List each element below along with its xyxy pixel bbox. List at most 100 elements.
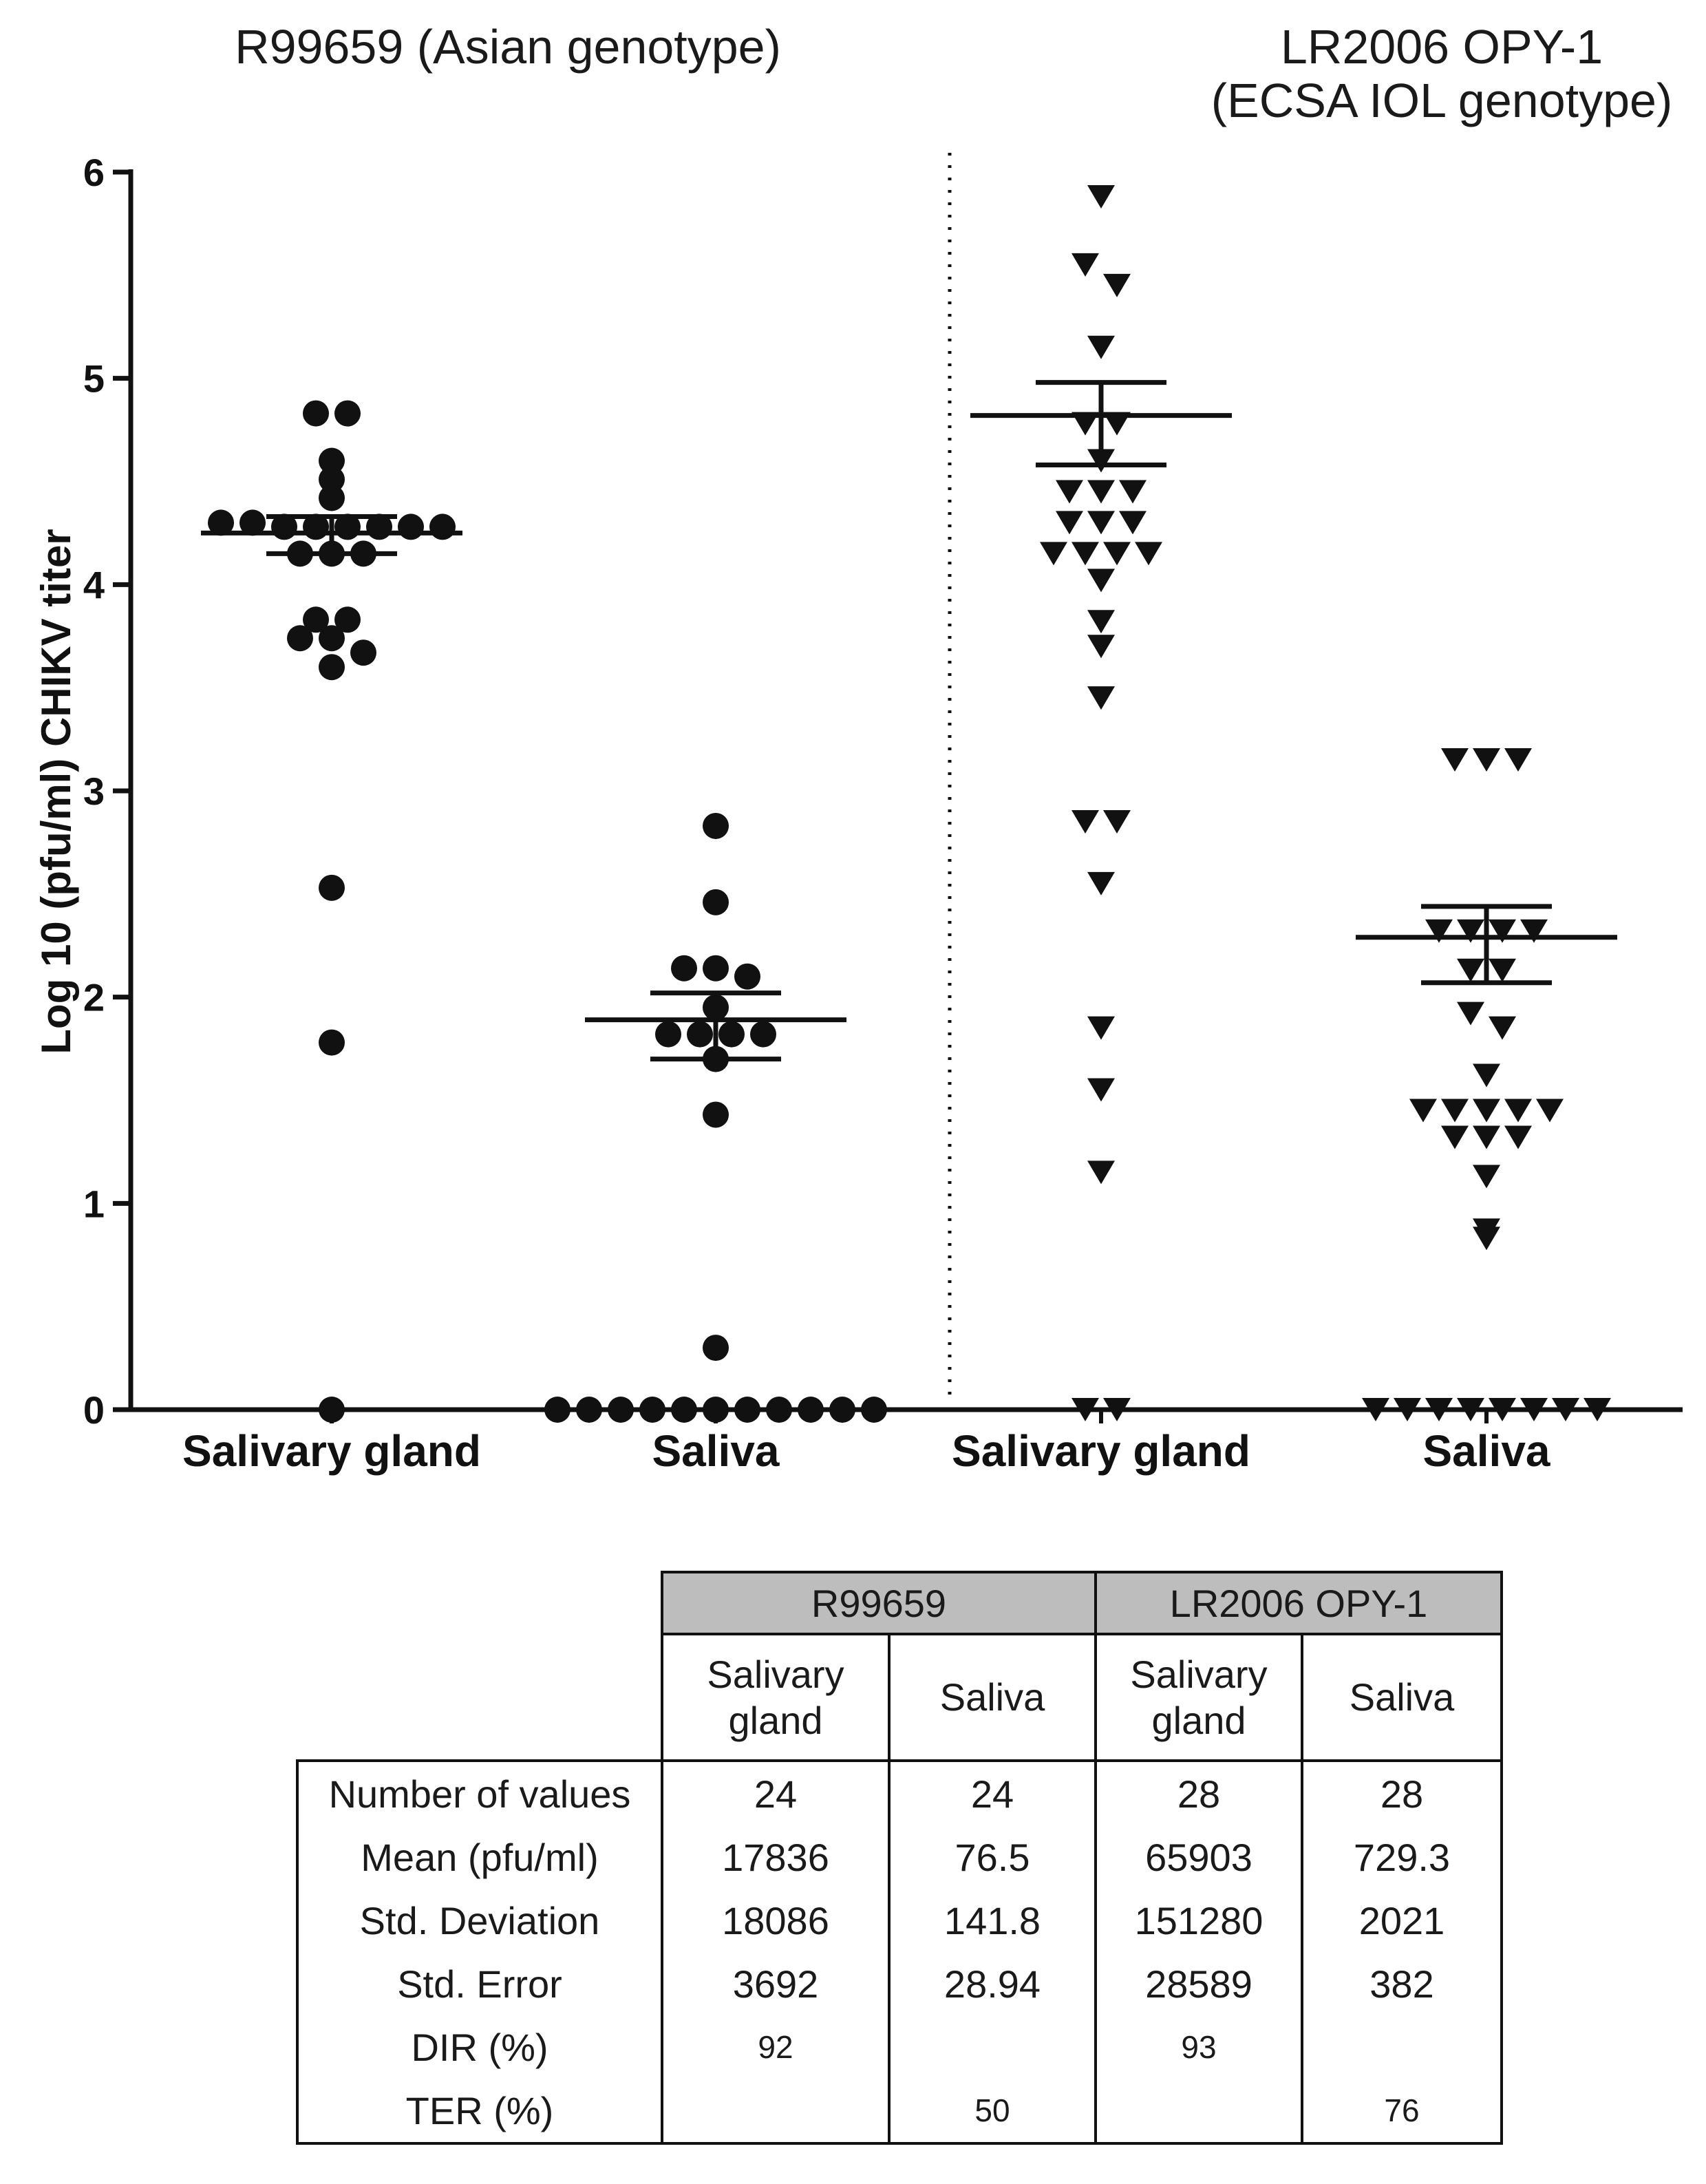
axes: 0 1 2 3 4 5 6 Salivary gland Saliva Salivary glan… [83,151,1683,1476]
data-point [1489,958,1516,982]
table-row-label: Number of values [296,1759,662,1825]
data-point [1584,1398,1611,1421]
table-row: DIR (%) 92 93 [296,2015,1503,2079]
x-category-label: Saliva [652,1426,779,1476]
data-point [1504,1099,1532,1123]
table-body: Number of values 24 24 28 28 Mean (pfu/ml) 178… [296,1759,1503,2145]
table-cell: 141.8 [888,1889,1097,1952]
data-point [1536,1099,1564,1123]
table-cell: 18086 [661,1889,891,1952]
data-point [718,1021,745,1048]
data-point [734,963,760,990]
data-point [1409,1099,1437,1123]
data-point [350,639,376,666]
data-point [319,874,345,901]
table-row: Std. Error 3692 28.94 28589 382 [296,1952,1503,2015]
data-point [1071,809,1099,834]
table-cell [661,2079,891,2145]
y-axis-title: Log 10 (pfu/ml) CHIKV titer [33,529,79,1054]
table-row: TER (%) 50 76 [296,2079,1503,2145]
data-point [703,955,729,982]
x-category-label: Salivary gland [182,1426,481,1476]
statistics-table: R99659 LR2006 OPY-1 Salivary gland Saliva… [296,1571,1503,2145]
data-point [1087,1160,1115,1185]
data-point [1473,1125,1500,1149]
table-sub-header: Salivary gland [661,1633,891,1762]
data-point [319,447,345,474]
table-row: Number of values 24 24 28 28 [296,1759,1503,1825]
data-point [1473,1099,1500,1123]
data-point [208,509,234,536]
data-point [1457,919,1484,943]
data-point [1103,1398,1131,1421]
y-tick-label: 6 [83,151,105,194]
table-cell: 76 [1301,2079,1503,2145]
data-point [287,625,313,652]
data-point [334,400,361,427]
data-point [1056,511,1083,535]
table-cell: 50 [888,2079,1097,2145]
data-point [861,1397,887,1423]
data-point [1552,1398,1579,1421]
table-cell: 65903 [1094,1825,1303,1889]
data-point [1071,542,1099,566]
data-point [829,1397,855,1423]
table-row: Mean (pfu/ml) 17836 76.5 65903 729.3 [296,1825,1503,1889]
data-point [671,955,697,982]
data-point [1119,480,1147,504]
data-marks [201,184,1617,1423]
data-point [1394,1398,1421,1421]
data-point [1489,1016,1516,1040]
y-tick-label: 3 [83,770,105,813]
table-group-header-row: R99659 LR2006 OPY-1 [297,1571,1503,1635]
table-cell: 24 [888,1761,1097,1825]
data-point [1087,871,1115,895]
data-point [1489,1398,1516,1421]
data-point [1489,919,1516,943]
data-point [239,509,266,536]
data-point [608,1397,634,1423]
data-point [1457,1001,1484,1026]
data-point [1473,1063,1500,1088]
data-point [319,466,345,493]
table-cell: 2021 [1301,1889,1503,1952]
dot-plot-chart: R99659 (Asian genotype) LR2006 OPY-1 (ECS… [33,20,1683,1476]
table-row-label: Std. Deviation [296,1889,662,1952]
table-cell [1094,2079,1303,2145]
table-cell: 92 [661,2015,891,2079]
data-point [1504,1125,1532,1149]
data-point [1087,610,1115,634]
data-point [750,1021,776,1048]
data-point [766,1397,792,1423]
data-point [1457,958,1484,982]
data-point [734,1397,760,1423]
data-point [639,1397,665,1423]
data-point [319,1397,345,1423]
table-cell: 28.94 [888,1952,1097,2015]
data-point [687,1021,713,1048]
data-point [319,1029,345,1056]
group-title-lr2006: LR2006 OPY-1 (ECSA IOL genotype) [1211,20,1673,127]
data-point [1087,1016,1115,1040]
data-point [798,1397,824,1423]
data-point [1103,542,1131,566]
data-point [1441,1099,1469,1123]
data-point [1362,1398,1389,1421]
group-title-r99659: R99659 (Asian genotype) [235,20,781,74]
table-sub-header: Saliva [888,1633,1097,1762]
data-point [703,1335,729,1361]
table-group-header: R99659 [661,1571,1097,1635]
data-point [1087,511,1115,535]
data-point [319,625,345,652]
x-category-label: Saliva [1422,1426,1550,1476]
data-point [1473,748,1500,772]
x-category-label: Salivary gland [952,1426,1250,1476]
data-point [1103,809,1131,834]
data-point [1425,1398,1453,1421]
y-tick-label: 0 [83,1388,105,1432]
table-row: Std. Deviation 18086 141.8 151280 2021 [296,1889,1503,1952]
data-point [1087,1078,1115,1102]
data-point [1087,335,1115,359]
table-cell: 17836 [661,1825,891,1889]
table-row-label: Std. Error [296,1952,662,2015]
